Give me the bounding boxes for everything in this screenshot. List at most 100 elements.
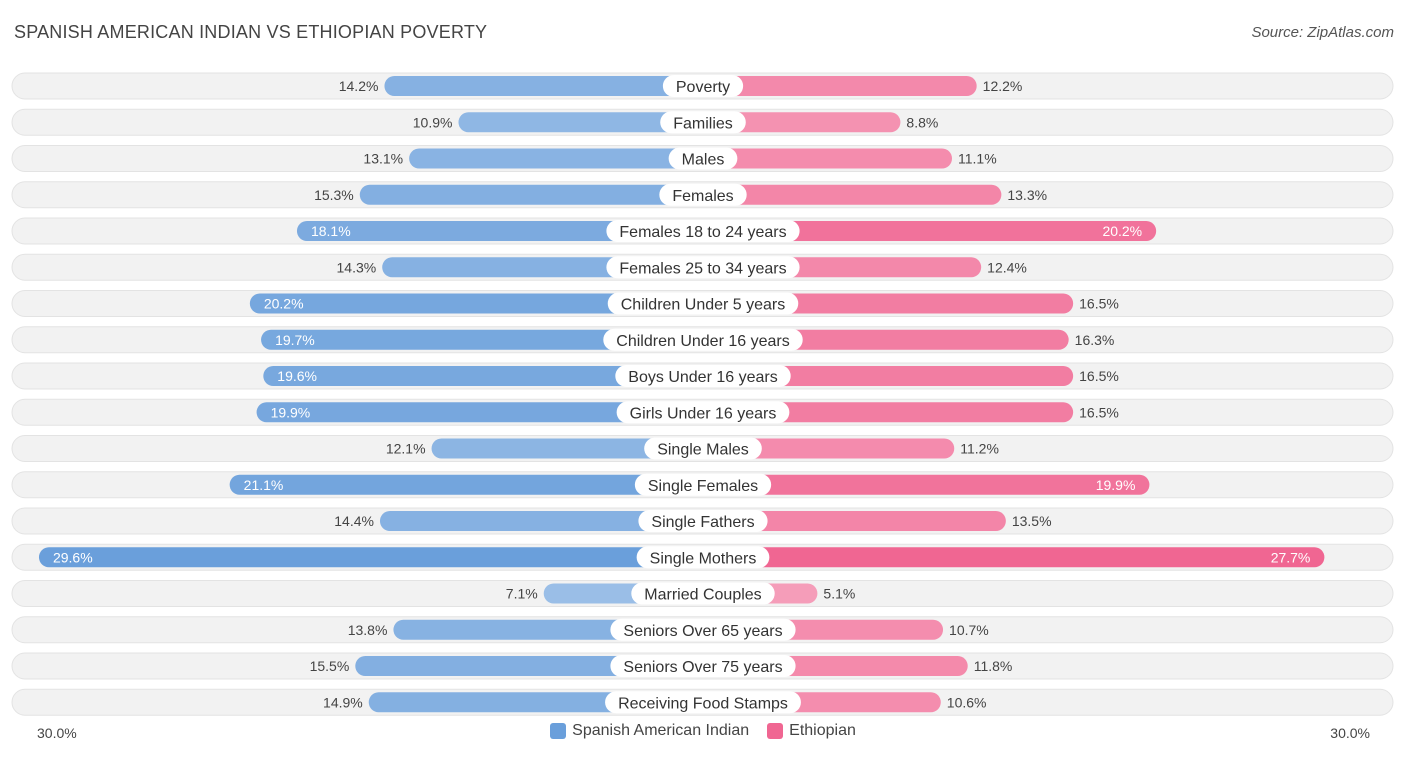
value-label-spanish-american-indian: 14.4% bbox=[334, 513, 374, 529]
category-pill bbox=[606, 220, 800, 242]
category-label: Single Mothers bbox=[650, 550, 757, 567]
legend-label: Spanish American Indian bbox=[572, 722, 750, 739]
category-pill bbox=[668, 147, 738, 170]
bar-spanish-american-indian bbox=[296, 221, 703, 241]
bar-spanish-american-indian bbox=[261, 329, 703, 350]
value-label-ethiopian: 27.7% bbox=[1271, 549, 1311, 565]
bar-ethiopian bbox=[703, 148, 953, 169]
value-label-ethiopian: 16.5% bbox=[1079, 404, 1119, 420]
category-pill bbox=[606, 256, 800, 279]
category-label: Seniors Over 75 years bbox=[623, 659, 782, 676]
value-label-spanish-american-indian: 15.5% bbox=[310, 658, 350, 674]
bar-spanish-american-indian bbox=[249, 293, 703, 314]
bar-ethiopian bbox=[703, 511, 1006, 531]
value-label-spanish-american-indian: 14.3% bbox=[337, 259, 377, 275]
category-label: Single Females bbox=[648, 478, 758, 495]
value-label-spanish-american-indian: 15.3% bbox=[314, 187, 354, 203]
category-label: Children Under 16 years bbox=[616, 333, 789, 350]
chart-title: SPANISH AMERICAN INDIAN VS ETHIOPIAN POV… bbox=[14, 22, 488, 42]
category-pill bbox=[607, 292, 799, 315]
value-label-spanish-american-indian: 14.9% bbox=[323, 694, 363, 710]
bar-ethiopian bbox=[703, 474, 1150, 495]
category-label: Families bbox=[673, 115, 733, 132]
legend: Spanish American Indian Ethiopian bbox=[0, 722, 1406, 740]
value-label-spanish-american-indian: 14.2% bbox=[339, 78, 379, 94]
category-pill bbox=[636, 546, 770, 569]
value-label-spanish-american-indian: 29.6% bbox=[53, 549, 93, 565]
category-pill bbox=[605, 691, 801, 714]
value-label-spanish-american-indian: 21.1% bbox=[244, 477, 284, 493]
value-label-spanish-american-indian: 10.9% bbox=[413, 114, 453, 130]
category-label: Single Fathers bbox=[651, 514, 754, 531]
value-label-spanish-american-indian: 7.1% bbox=[506, 586, 538, 602]
category-pill bbox=[631, 582, 775, 605]
value-label-ethiopian: 11.8% bbox=[974, 658, 1013, 674]
bar-ethiopian bbox=[703, 547, 1325, 568]
category-label: Receiving Food Stamps bbox=[618, 695, 788, 712]
value-label-spanish-american-indian: 13.1% bbox=[363, 151, 403, 167]
category-label: Females 25 to 34 years bbox=[619, 260, 786, 277]
value-label-ethiopian: 10.6% bbox=[947, 694, 987, 710]
bar-spanish-american-indian bbox=[359, 184, 703, 205]
bar-spanish-american-indian bbox=[384, 76, 703, 96]
category-label: Poverty bbox=[676, 79, 730, 96]
bar-ethiopian bbox=[703, 438, 955, 459]
category-label: Females 18 to 24 years bbox=[619, 224, 786, 241]
category-label: Married Couples bbox=[644, 587, 761, 604]
value-label-ethiopian: 5.1% bbox=[823, 586, 855, 602]
category-pill bbox=[638, 510, 768, 532]
category-label: Males bbox=[682, 152, 725, 169]
axis-right-label: 30.0% bbox=[1330, 725, 1370, 741]
value-label-ethiopian: 16.5% bbox=[1079, 368, 1119, 384]
category-pill bbox=[610, 655, 796, 677]
value-label-spanish-american-indian: 19.6% bbox=[277, 368, 317, 384]
bar-spanish-american-indian bbox=[263, 366, 703, 386]
value-label-spanish-american-indian: 19.9% bbox=[271, 404, 311, 420]
bar-spanish-american-indian bbox=[379, 511, 703, 531]
category-pill bbox=[662, 75, 744, 97]
legend-swatch-blue bbox=[550, 723, 567, 739]
category-pill bbox=[616, 401, 790, 424]
legend-item-ethiopian: Ethiopian bbox=[767, 722, 856, 740]
value-label-ethiopian: 11.1% bbox=[958, 151, 997, 167]
value-label-spanish-american-indian: 20.2% bbox=[264, 296, 304, 312]
value-label-ethiopian: 8.8% bbox=[906, 114, 938, 130]
bar-spanish-american-indian bbox=[409, 148, 703, 169]
category-pill bbox=[644, 437, 762, 460]
axis-left-label: 30.0% bbox=[37, 725, 77, 741]
category-pill bbox=[659, 183, 747, 206]
bar-spanish-american-indian bbox=[431, 438, 703, 459]
value-label-ethiopian: 16.3% bbox=[1075, 332, 1115, 348]
value-label-ethiopian: 13.3% bbox=[1007, 187, 1047, 203]
bar-spanish-american-indian bbox=[256, 402, 703, 423]
category-label: Children Under 5 years bbox=[621, 297, 786, 314]
bar-ethiopian bbox=[703, 402, 1074, 423]
bar-spanish-american-indian bbox=[458, 112, 703, 133]
category-pill bbox=[660, 111, 746, 134]
bar-ethiopian bbox=[703, 366, 1074, 386]
value-label-ethiopian: 10.7% bbox=[949, 622, 989, 638]
category-pill bbox=[615, 365, 791, 387]
legend-item-spanish-american-indian: Spanish American Indian bbox=[550, 722, 749, 740]
category-label: Single Males bbox=[657, 442, 749, 459]
bar-spanish-american-indian bbox=[38, 547, 704, 568]
value-label-ethiopian: 13.5% bbox=[1012, 513, 1052, 529]
chart-source: Source: ZipAtlas.com bbox=[1251, 24, 1394, 41]
value-label-spanish-american-indian: 12.1% bbox=[386, 441, 426, 457]
value-label-ethiopian: 12.4% bbox=[987, 259, 1027, 275]
legend-swatch-pink bbox=[767, 723, 784, 739]
value-label-spanish-american-indian: 19.7% bbox=[275, 332, 315, 348]
value-label-spanish-american-indian: 18.1% bbox=[311, 223, 351, 239]
category-pill bbox=[603, 328, 803, 351]
category-label: Females bbox=[672, 188, 733, 205]
value-label-ethiopian: 19.9% bbox=[1096, 477, 1136, 493]
category-pill bbox=[610, 618, 796, 641]
bar-ethiopian bbox=[703, 76, 977, 96]
category-label: Boys Under 16 years bbox=[628, 369, 777, 386]
value-label-ethiopian: 11.2% bbox=[960, 441, 999, 457]
value-label-ethiopian: 12.2% bbox=[983, 78, 1023, 94]
value-label-spanish-american-indian: 13.8% bbox=[348, 622, 388, 638]
bar-spanish-american-indian bbox=[229, 474, 703, 495]
bar-ethiopian bbox=[703, 184, 1002, 205]
legend-label: Ethiopian bbox=[789, 722, 856, 739]
